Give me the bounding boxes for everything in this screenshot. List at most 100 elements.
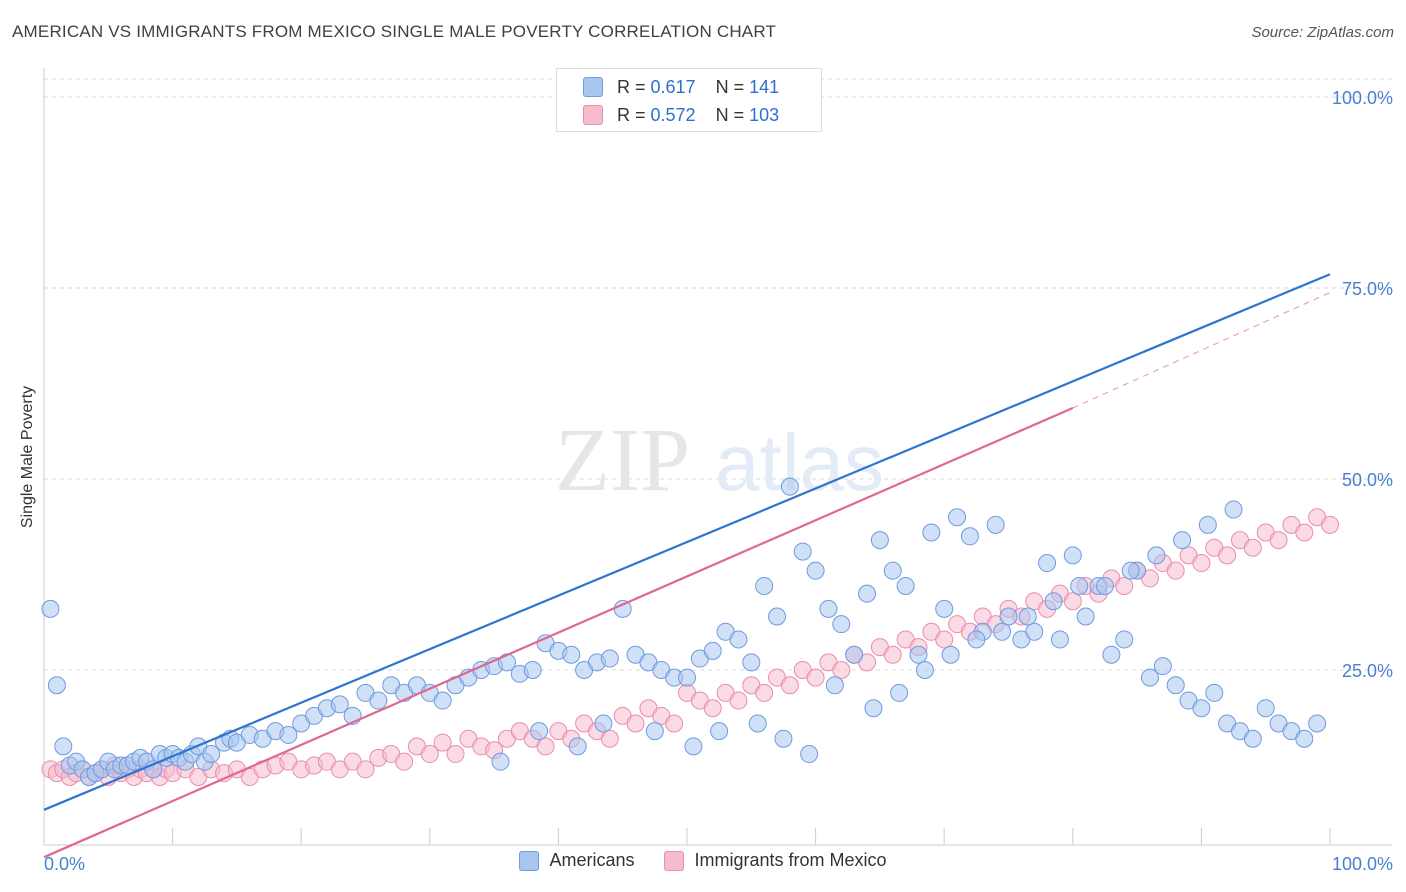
trend-line-mexico-extension xyxy=(1072,292,1331,409)
data-point-americans xyxy=(896,576,915,595)
data-point-americans xyxy=(915,661,934,679)
data-point-americans xyxy=(986,515,1005,534)
data-point-americans xyxy=(1063,546,1082,565)
data-point-americans xyxy=(845,645,864,664)
data-point-americans xyxy=(1121,561,1140,580)
data-point-americans xyxy=(645,722,664,741)
data-point-mexico xyxy=(446,745,465,764)
data-point-americans xyxy=(832,615,851,634)
legend-n-value: 103 xyxy=(749,105,780,125)
legend-item-americans: Americans xyxy=(519,850,634,871)
data-point-americans xyxy=(530,722,549,741)
data-point-americans xyxy=(41,599,60,618)
data-point-americans xyxy=(993,622,1012,641)
data-point-mexico xyxy=(832,661,851,679)
data-point-mexico xyxy=(1243,538,1262,557)
data-point-americans xyxy=(1025,622,1044,641)
data-point-americans xyxy=(1102,645,1121,664)
data-point-americans xyxy=(1173,531,1192,550)
data-point-mexico xyxy=(1218,546,1237,565)
data-point-mexico xyxy=(806,668,825,687)
legend-swatch-mexico xyxy=(583,105,603,125)
data-point-americans xyxy=(768,607,787,626)
data-point-americans xyxy=(1166,676,1185,695)
data-point-americans xyxy=(890,683,909,702)
data-point-mexico xyxy=(1321,515,1339,534)
data-point-americans xyxy=(600,649,619,668)
legend-r-label: R = xyxy=(617,105,651,125)
data-point-americans xyxy=(864,699,883,718)
data-point-americans xyxy=(909,645,928,664)
legend-label-mexico: Immigrants from Mexico xyxy=(694,850,887,870)
data-point-mexico xyxy=(780,676,799,695)
data-point-mexico xyxy=(1192,554,1211,573)
data-point-americans xyxy=(748,714,767,733)
data-point-mexico xyxy=(729,691,748,710)
correlation-legend: R = 0.617 N = 141 R = 0.572 N = 103 xyxy=(556,68,822,132)
data-point-mexico xyxy=(883,645,902,664)
data-point-americans xyxy=(684,737,703,756)
data-point-americans xyxy=(202,745,221,764)
data-point-americans xyxy=(870,531,889,550)
data-point-americans xyxy=(742,653,761,672)
data-point-mexico xyxy=(755,683,774,702)
data-point-americans xyxy=(967,630,986,649)
data-point-americans xyxy=(678,668,696,687)
data-point-americans xyxy=(960,527,979,546)
y-tick-label: 50.0% xyxy=(1342,470,1393,490)
data-point-mexico xyxy=(600,729,619,748)
data-point-americans xyxy=(793,542,812,561)
data-point-americans xyxy=(594,714,613,733)
data-point-americans xyxy=(780,477,799,496)
data-point-americans xyxy=(1147,546,1166,565)
data-point-americans xyxy=(858,584,877,603)
data-point-americans xyxy=(710,722,729,741)
data-point-americans xyxy=(1205,683,1224,702)
y-tick-label: 100.0% xyxy=(1332,88,1393,108)
data-point-americans xyxy=(1256,699,1275,718)
y-tick-label: 25.0% xyxy=(1342,661,1393,681)
data-point-americans xyxy=(279,725,298,744)
data-point-americans xyxy=(1198,515,1217,534)
data-point-americans xyxy=(1076,607,1095,626)
legend-n-label: N = xyxy=(715,77,750,97)
legend-swatch-americans xyxy=(583,77,603,97)
legend-item-mexico: Immigrants from Mexico xyxy=(664,850,887,871)
data-point-mexico xyxy=(935,630,954,649)
data-point-mexico xyxy=(420,745,439,764)
data-point-americans xyxy=(1044,592,1063,611)
data-point-americans xyxy=(941,645,960,664)
data-point-americans xyxy=(729,630,748,649)
data-point-americans xyxy=(523,661,542,679)
x-tick-label: 0.0% xyxy=(44,854,85,874)
watermark: ZIP atlas xyxy=(555,411,884,510)
data-point-americans xyxy=(1224,500,1243,519)
data-point-americans xyxy=(1050,630,1069,649)
legend-label-americans: Americans xyxy=(549,850,635,870)
series-immigrants-from-mexico xyxy=(41,508,1339,786)
data-point-americans xyxy=(755,576,774,595)
data-point-americans xyxy=(948,508,967,527)
data-point-americans xyxy=(1308,714,1327,733)
trend-line-americans xyxy=(43,273,1331,811)
chart-title: AMERICAN VS IMMIGRANTS FROM MEXICO SINGL… xyxy=(12,22,777,41)
data-point-mexico xyxy=(356,760,375,779)
data-point-americans xyxy=(47,676,66,695)
data-point-americans xyxy=(1243,729,1262,748)
data-point-mexico xyxy=(665,714,684,733)
legend-r-value: 0.617 xyxy=(650,77,696,97)
data-point-americans xyxy=(806,561,825,580)
data-point-mexico xyxy=(395,752,414,771)
data-point-americans xyxy=(1038,554,1057,573)
legend-r-value: 0.572 xyxy=(650,105,696,125)
axes xyxy=(43,68,1392,846)
data-point-americans xyxy=(491,752,510,771)
data-point-mexico xyxy=(703,699,722,718)
watermark-zip: ZIP xyxy=(555,411,690,510)
data-point-americans xyxy=(1018,607,1037,626)
legend-n-label: N = xyxy=(715,105,750,125)
data-point-americans xyxy=(369,691,388,710)
data-point-mexico xyxy=(626,714,645,733)
y-tick-label: 75.0% xyxy=(1342,279,1393,299)
